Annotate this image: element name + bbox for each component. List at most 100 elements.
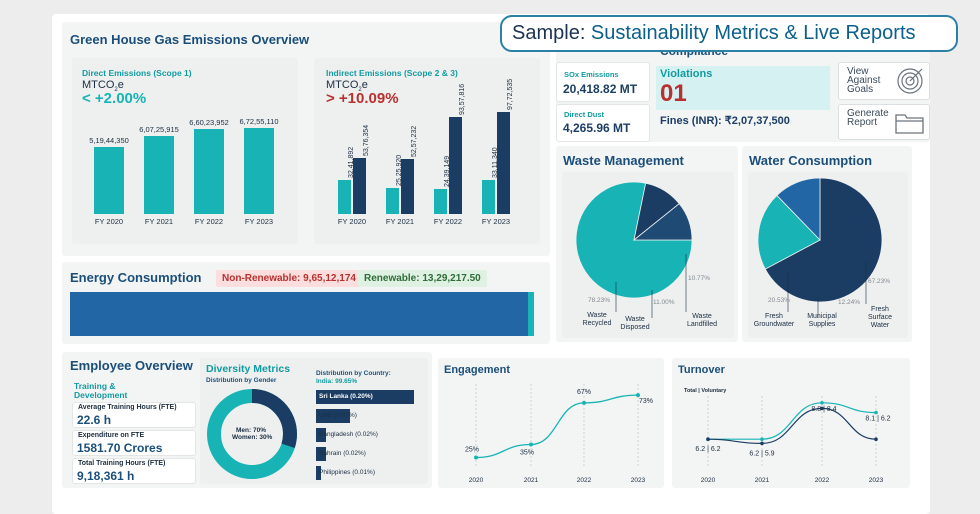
country-label: Distribution by Country: <box>316 370 391 377</box>
waste-slice <box>632 203 693 241</box>
energy-bar-nonrenewable <box>70 292 528 336</box>
generate-report-label: Generate Report <box>847 108 889 128</box>
water-pct-municipal: 12.24% <box>838 299 861 306</box>
water-pct-surface: 67.23% <box>868 278 891 285</box>
country-bar <box>316 409 351 423</box>
training-title: Training & Development <box>74 381 128 400</box>
engagement-panel <box>438 358 664 488</box>
scope2-bar <box>386 187 399 214</box>
sox-card <box>556 62 650 102</box>
engagement-value-label: 73% <box>639 398 653 405</box>
scope23-tick-label: FY 2023 <box>481 217 511 226</box>
engagement-point <box>636 393 640 398</box>
scope2-value-label: 33,11,340 <box>492 146 499 178</box>
waste-lbl-recycled: Waste Recycled <box>582 312 612 327</box>
scope23-unit: MTCO2e <box>326 79 368 94</box>
engagement-point <box>474 455 478 460</box>
turnover-value-label: 6.2 | 5.9 <box>749 450 774 457</box>
water-pie-chart <box>757 177 883 318</box>
water-slice <box>757 194 821 270</box>
country-label-text: Bangladesh (0.02%) <box>319 431 378 438</box>
fines-text: Fines (INR): ₹2,07,37,500 <box>660 115 790 127</box>
turnover-year-label: 2022 <box>815 477 830 484</box>
engagement-year-label: 2023 <box>631 477 646 484</box>
sox-label: SOx Emissions <box>564 70 619 79</box>
engagement-value-label: 67% <box>577 389 591 396</box>
avg-training-card <box>72 402 196 428</box>
scope1-value-label: 6,07,25,915 <box>139 124 179 134</box>
engagement-year-label: 2020 <box>469 477 484 484</box>
scope3-bar <box>353 158 366 214</box>
turnover-legend: Total | Voluntary <box>684 388 727 394</box>
waste-lbl-disposed: Waste Disposed <box>620 316 650 331</box>
turnover-line-chart: 2020 2021 2022 2023 6.2 | 6.2 6.2 | 5.9 8.8 | … <box>695 396 891 484</box>
turnover-voluntary-point <box>760 441 764 446</box>
scope23-tick-label: FY 2021 <box>385 217 415 226</box>
generate-report-button[interactable]: Generate Report <box>838 104 930 140</box>
country-bar <box>316 390 414 404</box>
scope1-value-label: 5,19,44,350 <box>89 136 129 146</box>
country-label-text: Sri Lanka (0.20%) <box>319 393 373 400</box>
scope3-bar <box>401 159 414 214</box>
gender-donut-chart <box>207 389 297 479</box>
turnover-total-line <box>708 402 877 440</box>
turnover-voluntary-line <box>707 407 877 445</box>
turnover-year-label: 2020 <box>701 477 716 484</box>
target-icon <box>897 68 923 94</box>
avg-training-value: 22.6 h <box>77 413 112 427</box>
country-top: India: 99.65% <box>316 378 358 385</box>
expenditure-label: Expenditure on FTE <box>78 432 145 439</box>
scope1-value-label: 6,60,23,952 <box>189 118 229 128</box>
water-lbl-surface: Fresh Surface Water <box>867 306 893 329</box>
sox-value: 20,418.82 MT <box>563 82 638 96</box>
engagement-year-label: 2022 <box>577 477 592 484</box>
dust-value: 4,265.96 MT <box>563 121 631 135</box>
turnover-total-point <box>874 410 878 415</box>
scope3-bar <box>497 112 510 214</box>
scope1-label: Direct Emissions (Scope 1) <box>82 68 192 78</box>
engagement-series-line <box>475 394 639 459</box>
water-lbl-ground: Fresh Groundwater <box>753 313 795 328</box>
waste-pct-disposed: 11.00% <box>653 299 675 306</box>
non-renewable-badge: Non-Renewable: 9,65,12,174 <box>216 270 362 287</box>
total-training-value: 9,18,361 h <box>77 469 135 483</box>
scope1-unit: MTCO2e <box>82 79 124 94</box>
renewable-badge: Renewable: 13,29,217.50 <box>358 270 487 287</box>
turnover-total-point <box>760 437 764 441</box>
scope1-tick-label: FY 2020 <box>94 217 124 226</box>
dust-label: Direct Dust <box>564 110 605 119</box>
employee-title: Employee Overview <box>70 358 193 373</box>
total-training-card <box>72 458 196 484</box>
gender-slice-women <box>207 389 297 479</box>
scope3-value-label: 52,57,232 <box>411 126 418 158</box>
engagement-line-chart: 2020 2021 2022 2023 25% 35% 67% 73% <box>465 384 653 484</box>
scope2-bar <box>338 180 351 214</box>
waste-pie-chart <box>575 181 693 318</box>
view-goals-button[interactable]: View Against Goals <box>838 62 930 100</box>
sample-banner: Sample: Sustainability Metrics & Live Re… <box>500 15 958 52</box>
water-lbl-municipal: Municipal Supplies <box>807 313 837 328</box>
water-pct-ground: 20.53% <box>768 297 791 304</box>
scope3-bar <box>449 116 462 214</box>
country-label-text: Philippines (0.01%) <box>319 469 376 476</box>
waste-title: Waste Management <box>563 153 684 168</box>
energy-bar-renewable <box>527 292 534 336</box>
banner-text: Sustainability Metrics & Live Reports <box>585 22 916 44</box>
expenditure-card <box>72 430 196 456</box>
scope23-label: Indirect Emissions (Scope 2 & 3) <box>326 68 458 78</box>
turnover-value-label: 8.1 | 6.2 <box>865 416 890 423</box>
turnover-value-label: 8.8 | 8.4 <box>811 406 836 413</box>
water-slice <box>776 177 821 241</box>
scope1-tick-label: FY 2022 <box>194 217 224 226</box>
energy-bar <box>70 292 534 336</box>
folder-icon <box>895 114 924 134</box>
turnover-title: Turnover <box>678 364 725 376</box>
country-bar <box>316 466 321 480</box>
scope1-bar <box>94 147 124 214</box>
country-bar <box>316 447 326 461</box>
water-title: Water Consumption <box>749 153 873 168</box>
waste-slice <box>575 181 693 299</box>
scope2-value-label: 25,25,920 <box>396 154 403 186</box>
turnover-total-point <box>820 401 824 405</box>
violations-value: 01 <box>660 80 687 107</box>
